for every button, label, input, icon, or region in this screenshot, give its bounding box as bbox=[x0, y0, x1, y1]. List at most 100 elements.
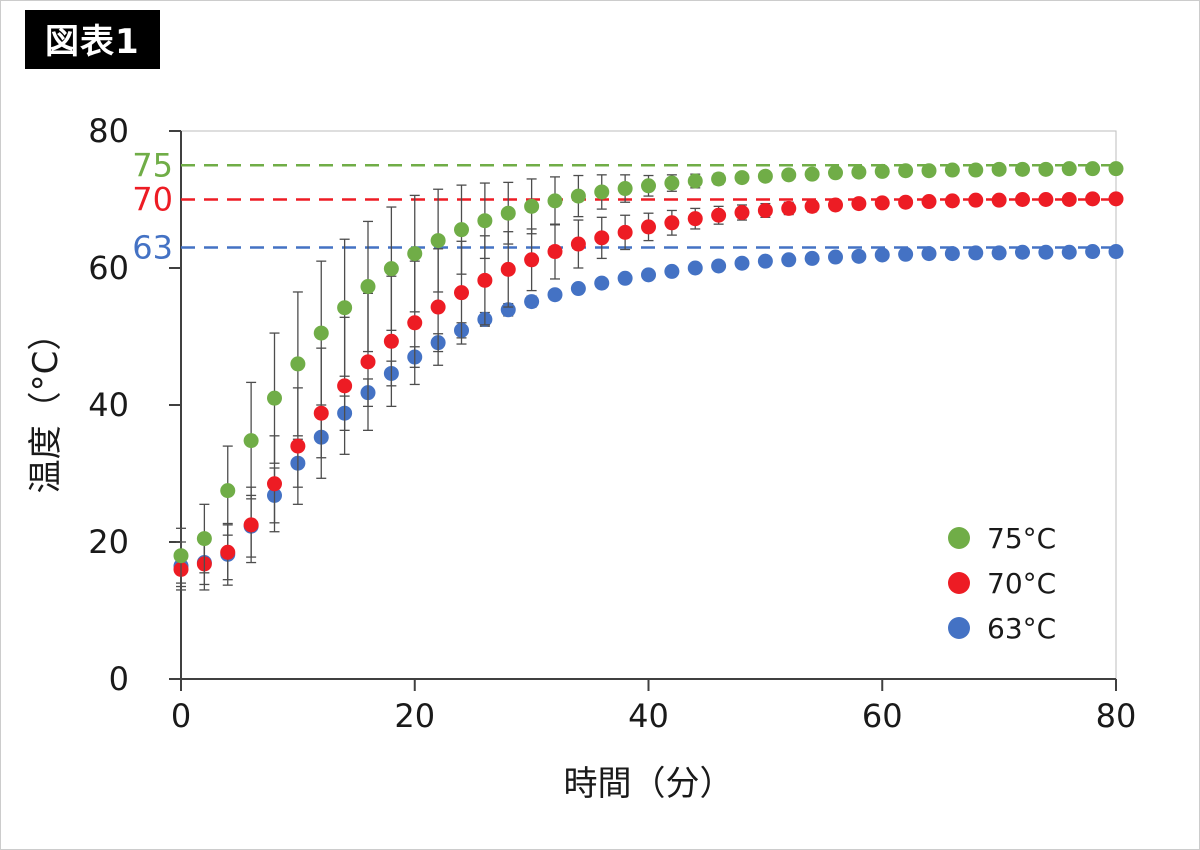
data-point bbox=[1038, 161, 1054, 177]
reference-line-label: 70 bbox=[132, 181, 173, 219]
data-point bbox=[968, 192, 984, 208]
data-point bbox=[968, 162, 984, 178]
data-point bbox=[360, 354, 376, 370]
data-point bbox=[781, 200, 797, 216]
x-tick-label: 60 bbox=[862, 697, 903, 735]
data-point bbox=[757, 202, 773, 218]
data-point bbox=[687, 260, 703, 276]
y-tick-label: 0 bbox=[109, 660, 129, 698]
legend-label: 63°C bbox=[987, 612, 1056, 645]
data-point bbox=[220, 544, 236, 560]
legend-label: 75°C bbox=[987, 522, 1056, 555]
data-point bbox=[500, 302, 516, 318]
data-point bbox=[1085, 161, 1101, 177]
data-point bbox=[267, 476, 282, 492]
data-point bbox=[1061, 244, 1077, 260]
legend-swatch bbox=[948, 617, 970, 639]
data-point bbox=[524, 252, 540, 268]
data-point bbox=[407, 315, 423, 331]
data-point bbox=[500, 205, 516, 221]
data-point bbox=[641, 219, 656, 235]
y-tick-label: 20 bbox=[88, 523, 129, 561]
data-point bbox=[243, 433, 259, 449]
data-point bbox=[921, 246, 937, 262]
data-point bbox=[874, 163, 890, 179]
data-point bbox=[1061, 192, 1077, 207]
data-point bbox=[267, 390, 282, 406]
data-point bbox=[313, 405, 329, 421]
data-point bbox=[851, 248, 867, 264]
data-point bbox=[828, 249, 843, 265]
data-point bbox=[991, 192, 1007, 208]
data-point bbox=[1015, 244, 1030, 260]
data-point bbox=[944, 246, 960, 262]
data-point bbox=[290, 438, 306, 454]
data-point bbox=[454, 222, 469, 238]
data-point bbox=[243, 517, 259, 533]
reference-line-label: 75 bbox=[132, 146, 173, 184]
data-point bbox=[711, 171, 727, 187]
data-point bbox=[828, 165, 843, 181]
data-point bbox=[898, 246, 914, 262]
data-point bbox=[804, 250, 820, 266]
data-point bbox=[1108, 191, 1124, 207]
y-tick-label: 80 bbox=[88, 112, 129, 150]
x-axis-label: 時間（分） bbox=[564, 764, 734, 804]
data-point bbox=[524, 198, 540, 214]
y-tick-label: 60 bbox=[88, 249, 129, 287]
x-tick-label: 80 bbox=[1096, 697, 1137, 735]
data-point bbox=[1015, 192, 1030, 207]
data-point bbox=[1108, 244, 1124, 260]
data-point bbox=[1038, 192, 1054, 207]
data-point bbox=[220, 483, 236, 499]
data-point bbox=[500, 261, 516, 277]
data-point bbox=[734, 205, 750, 221]
data-point bbox=[383, 261, 399, 277]
data-point bbox=[570, 236, 586, 252]
data-point bbox=[383, 333, 399, 349]
x-tick-label: 20 bbox=[394, 697, 435, 735]
data-point bbox=[921, 194, 937, 210]
data-point bbox=[781, 252, 797, 268]
data-point bbox=[477, 213, 493, 229]
data-point bbox=[664, 263, 680, 279]
data-point bbox=[874, 195, 890, 211]
legend-swatch bbox=[948, 572, 970, 594]
data-point bbox=[173, 548, 189, 564]
data-point bbox=[1085, 244, 1101, 260]
data-point bbox=[1015, 161, 1030, 177]
data-point bbox=[617, 224, 633, 240]
legend-swatch bbox=[948, 527, 970, 549]
data-point bbox=[944, 193, 960, 209]
legend-label: 70°C bbox=[987, 567, 1056, 600]
data-point bbox=[594, 275, 610, 291]
data-point bbox=[196, 531, 212, 547]
data-point bbox=[594, 230, 610, 246]
data-point bbox=[547, 244, 563, 260]
data-point bbox=[594, 184, 610, 200]
data-point bbox=[851, 196, 867, 212]
data-point bbox=[617, 181, 633, 197]
data-point bbox=[360, 278, 376, 294]
data-point bbox=[617, 270, 633, 286]
data-point bbox=[1085, 191, 1101, 207]
data-point bbox=[547, 287, 563, 303]
data-point bbox=[898, 194, 914, 210]
data-point bbox=[828, 197, 843, 213]
data-point bbox=[407, 246, 423, 262]
data-point bbox=[1108, 161, 1124, 177]
data-point bbox=[991, 161, 1007, 177]
data-point bbox=[641, 178, 656, 194]
data-point bbox=[734, 255, 750, 271]
data-point bbox=[337, 300, 353, 316]
data-point bbox=[290, 356, 306, 372]
data-point bbox=[664, 175, 680, 191]
data-point bbox=[313, 325, 329, 341]
x-tick-label: 40 bbox=[628, 697, 669, 735]
data-point bbox=[944, 162, 960, 178]
data-point bbox=[641, 267, 656, 283]
y-axis-label: 温度（°C） bbox=[26, 317, 66, 494]
reference-line-label: 63 bbox=[132, 228, 173, 266]
